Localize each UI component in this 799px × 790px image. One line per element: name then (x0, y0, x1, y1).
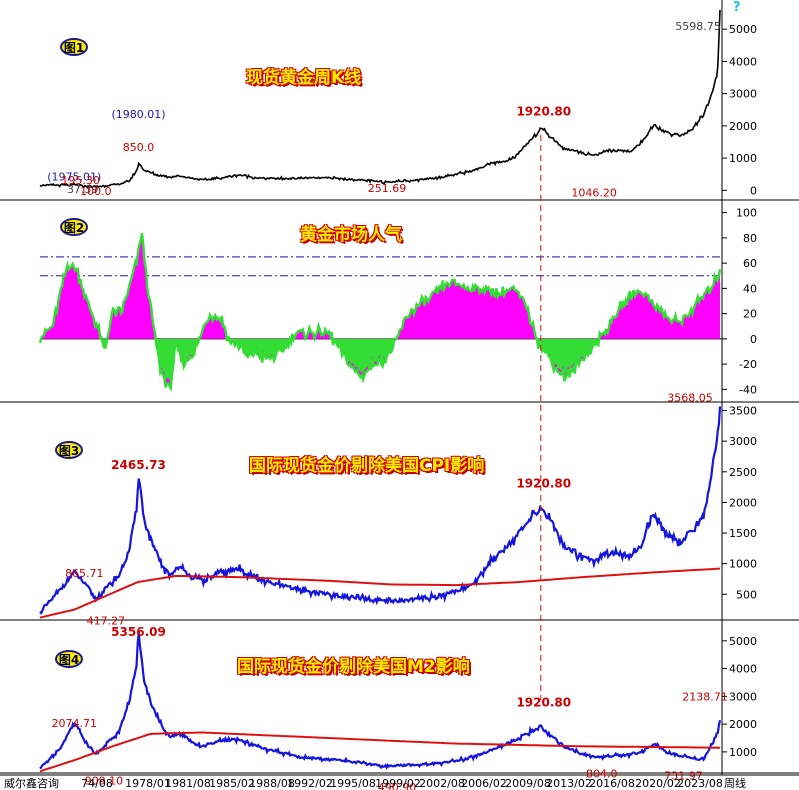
panel-4-annotation: 804.0 (586, 767, 618, 780)
x-axis-label: 2009/08 (505, 777, 551, 790)
panel-1-annotation: 1046.20 (571, 187, 617, 200)
panel-3-y-tick-label: 500 (736, 588, 757, 601)
panel-4-annotation: 2074.71 (52, 717, 98, 730)
panel-4-price-series (39, 631, 722, 770)
panel-1-annotation: 195.30 (61, 174, 100, 187)
panel-1-annotation: 5598.75 (675, 20, 721, 33)
panel-3-annotation: 865.71 (65, 567, 104, 580)
panel-2-y-tick-label: 100 (736, 207, 757, 220)
panel-3-y-tick-label: 3500 (729, 405, 757, 418)
panel-2-y-tick-label: -20 (739, 358, 757, 371)
x-axis-label: 1985/02 (209, 777, 255, 790)
panel-2-y-tick-label: -40 (739, 383, 757, 396)
panel-3-trend-series (39, 567, 721, 619)
x-axis-label: 1995/08 (330, 777, 376, 790)
x-axis-label: 2006/02 (461, 777, 507, 790)
x-axis-label: 2020/02 (635, 777, 681, 790)
panel-1-y-tick-label: 5000 (729, 23, 757, 36)
source-label: 威尔鑫咨询 (4, 776, 59, 790)
panel-4-title: 国际现货金价剔除美国M2影响 (237, 657, 470, 677)
panel-4-annotation: 1920.80 (516, 695, 571, 709)
panel-4-y-tick-label: 4000 (729, 663, 757, 676)
panel-4-badge: 图4 (55, 650, 83, 668)
panel-1-annotation: 37.39 (67, 183, 99, 196)
panel-4-annotation: 731.97 (664, 769, 703, 782)
panel-3-annotation: 417.27 (87, 614, 126, 627)
panel-1-annotation: (1980.01) (111, 108, 165, 121)
panel-2-y-tick-label: 20 (743, 308, 757, 321)
panel-2-badge: 图2 (60, 218, 88, 236)
panel-2-sentiment-negative-area (40, 338, 720, 383)
panel-2-y-tick-label: 0 (750, 333, 757, 346)
panel-4-annotation: 2138.71 (682, 690, 728, 703)
panel-1-y-tick-label: 3000 (729, 88, 757, 101)
panel-4-annotation: 5356.09 (111, 625, 166, 639)
panel-1-title: 现货黄金周K线 (246, 68, 362, 88)
x-axis-label: 1992/02 (287, 777, 333, 790)
panel-2-title: 黄金市场人气 (300, 225, 402, 245)
x-axis-label: 1981/08 (165, 777, 211, 790)
panel-3-title: 国际现货金价剔除美国CPI影响 (249, 456, 485, 476)
panel-1-y-tick-label: 4000 (729, 55, 757, 68)
panel-1-y-tick-label: 1000 (729, 152, 757, 165)
panel-1-badge: 图1 (60, 38, 88, 56)
x-axis-label: 74/08 (81, 777, 113, 790)
panel-1-annotation: 1920.80 (516, 104, 571, 118)
panel-3-price-series (39, 406, 722, 615)
panel-4-y-tick-label: 5000 (729, 635, 757, 648)
panel-2-sentiment-line (38, 233, 722, 393)
panel-1-annotation: 850.0 (123, 141, 155, 154)
panel-2-y-tick-label: 60 (743, 257, 757, 270)
panel-1-annotation: 100.0 (80, 185, 112, 198)
panel-1-annotation: (1975.01) (47, 171, 101, 184)
panel-4-annotation: 490.90 (378, 781, 417, 790)
panel-3-annotation: 1920.80 (516, 476, 571, 490)
panel-1-annotation: 251.69 (368, 182, 407, 195)
panel-3-y-tick-label: 1000 (729, 558, 757, 571)
panel-3-y-tick-label: 2500 (729, 466, 757, 479)
panel-2-y-tick-label: 40 (743, 282, 757, 295)
panel-4-trend-series (39, 731, 720, 773)
x-axis-label: 1999/02 (375, 777, 421, 790)
period-label: 周线 (724, 776, 746, 790)
panel-3-y-tick-label: 3000 (729, 435, 757, 448)
x-axis-label: 1988/08 (249, 777, 295, 790)
help-question-icon[interactable]: ? (733, 0, 741, 15)
panel-3-y-tick-label: 2000 (729, 496, 757, 509)
panel-4-y-tick-label: 3000 (729, 690, 757, 703)
panel-1-y-tick-label: 2000 (729, 120, 757, 133)
x-axis-label: 1978/01 (125, 777, 171, 790)
x-axis-label: 2013/02 (546, 777, 592, 790)
x-axis-label: 2016/08 (589, 777, 635, 790)
x-axis-label: 2023/08 (677, 777, 723, 790)
panel-3-y-tick-label: 1500 (729, 527, 757, 540)
panel-4-annotation: 909.10 (85, 774, 124, 787)
panel-3-badge: 图3 (55, 441, 83, 459)
panel-3-annotation: 2465.73 (111, 458, 166, 472)
panel-3-annotation: 3568.05 (667, 391, 713, 404)
panel-1-y-tick-label: 0 (750, 184, 757, 197)
panel-1-price-series (39, 9, 721, 189)
panel-2-y-tick-label: 80 (743, 232, 757, 245)
x-axis-label: 2002/08 (419, 777, 465, 790)
panel-4-y-tick-label: 2000 (729, 718, 757, 731)
panel-4-y-tick-label: 1000 (729, 746, 757, 759)
